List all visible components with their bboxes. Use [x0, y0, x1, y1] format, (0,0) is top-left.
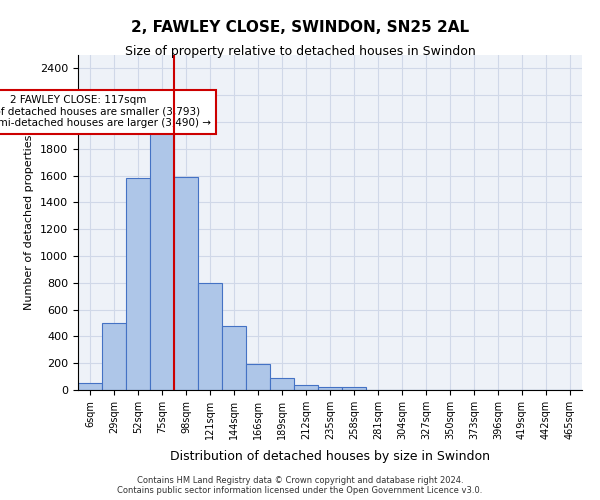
- Bar: [342, 388, 366, 390]
- Bar: [198, 283, 222, 390]
- Text: Size of property relative to detached houses in Swindon: Size of property relative to detached ho…: [125, 45, 475, 58]
- Bar: [102, 323, 126, 390]
- Bar: [294, 386, 318, 390]
- Text: 2 FAWLEY CLOSE: 117sqm
← 52% of detached houses are smaller (3,793)
48% of semi-: 2 FAWLEY CLOSE: 117sqm ← 52% of detached…: [0, 95, 211, 128]
- Y-axis label: Number of detached properties: Number of detached properties: [25, 135, 34, 310]
- Bar: [246, 364, 270, 390]
- Text: Contains HM Land Registry data © Crown copyright and database right 2024.
Contai: Contains HM Land Registry data © Crown c…: [118, 476, 482, 495]
- Bar: [270, 378, 294, 390]
- Bar: [78, 382, 102, 390]
- Bar: [174, 177, 198, 390]
- Bar: [150, 128, 174, 390]
- Bar: [222, 326, 246, 390]
- Text: 2, FAWLEY CLOSE, SWINDON, SN25 2AL: 2, FAWLEY CLOSE, SWINDON, SN25 2AL: [131, 20, 469, 35]
- Bar: [318, 386, 342, 390]
- Bar: [126, 178, 150, 390]
- X-axis label: Distribution of detached houses by size in Swindon: Distribution of detached houses by size …: [170, 450, 490, 463]
